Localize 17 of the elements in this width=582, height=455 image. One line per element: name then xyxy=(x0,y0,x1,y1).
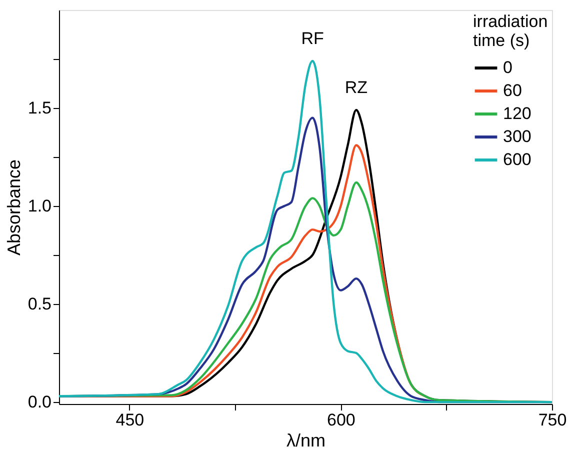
x-tick-label: 750 xyxy=(538,410,567,430)
y-tick-label: 1.5 xyxy=(28,98,52,118)
y-tick-label: 0.5 xyxy=(28,294,52,314)
legend-label: 120 xyxy=(503,104,532,123)
x-tick-label: 600 xyxy=(327,410,356,430)
x-axis-title: λ/nm xyxy=(286,430,326,450)
y-tick-label: 1.0 xyxy=(28,196,52,216)
legend-label: 300 xyxy=(503,127,532,146)
x-tick-label: 450 xyxy=(116,410,144,430)
y-tick-label: 0.0 xyxy=(28,392,52,412)
legend-label: 600 xyxy=(503,150,532,169)
y-axis-title: Absorbance xyxy=(4,159,24,256)
legend-title: irradiation time (s) xyxy=(473,12,548,50)
legend-label: 0 xyxy=(503,58,512,77)
legend-label: 60 xyxy=(503,81,522,100)
annotation: RZ xyxy=(344,78,368,97)
annotation: RF xyxy=(301,28,324,48)
